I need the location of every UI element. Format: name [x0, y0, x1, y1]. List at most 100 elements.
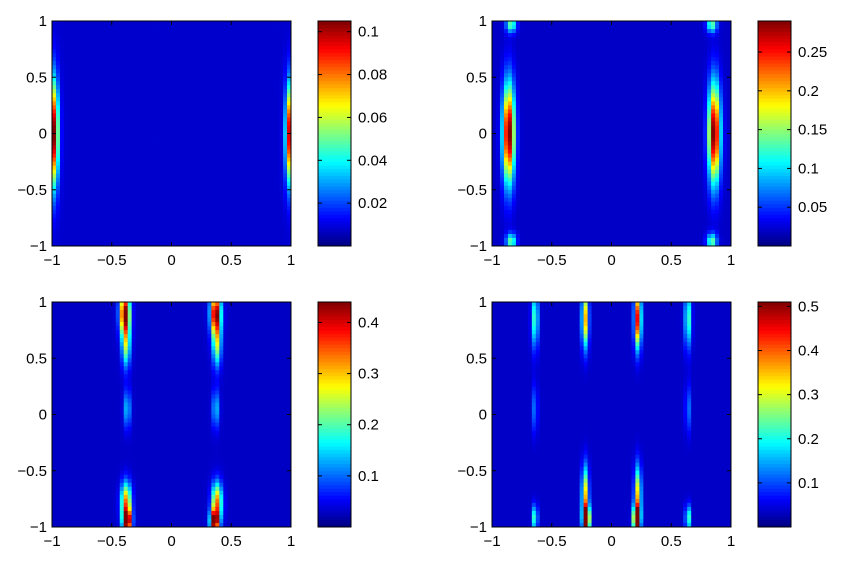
heatmap-cell — [279, 190, 283, 194]
heatmap-cell — [124, 158, 128, 162]
heatmap-cell — [136, 138, 140, 142]
heatmap-cell — [231, 45, 235, 49]
heatmap-cell — [615, 117, 619, 121]
heatmap-cell — [104, 121, 108, 125]
heatmap-cell — [279, 134, 283, 138]
heatmap-cell — [175, 190, 179, 194]
heatmap-cell — [556, 57, 560, 61]
heatmap-cell — [128, 134, 132, 138]
heatmap-cell — [604, 81, 608, 85]
heatmap-cell — [136, 158, 140, 162]
heatmap-cell — [183, 154, 187, 158]
heatmap-cell — [659, 105, 663, 109]
heatmap-cell — [612, 89, 616, 93]
heatmap-cell — [164, 89, 168, 93]
heatmap-cell — [580, 97, 584, 101]
heatmap-cell — [92, 230, 96, 234]
heatmap-cell — [247, 73, 251, 77]
heatmap-cell — [615, 109, 619, 113]
heatmap-cell — [580, 89, 584, 93]
colorbar-band — [318, 102, 351, 106]
heatmap-cell — [211, 158, 215, 162]
heatmap-cell — [643, 25, 647, 29]
heatmap-cell — [60, 81, 64, 85]
heatmap-cell — [235, 150, 239, 154]
heatmap-cell — [532, 57, 536, 61]
heatmap-cell — [80, 134, 84, 138]
heatmap-cell — [612, 97, 616, 101]
heatmap-cell — [255, 69, 259, 73]
heatmap-cell — [128, 142, 132, 146]
heatmap-cell — [219, 154, 223, 158]
heatmap-cell — [96, 65, 100, 69]
heatmap-cell — [235, 53, 239, 57]
heatmap-cell — [564, 101, 568, 105]
heatmap-cell — [88, 154, 92, 158]
heatmap-cell — [144, 105, 148, 109]
heatmap-cell — [140, 206, 144, 210]
heatmap-cell — [536, 53, 540, 57]
heatmap-cell — [251, 29, 255, 33]
heatmap-cell — [227, 238, 231, 242]
heatmap-cell — [60, 210, 64, 214]
heatmap-cell — [76, 25, 80, 29]
heatmap-cell — [512, 57, 516, 61]
heatmap-cell — [64, 125, 68, 129]
heatmap-cell — [56, 117, 60, 121]
heatmap-cell — [160, 170, 164, 174]
heatmap-cell — [723, 25, 727, 29]
heatmap-cell — [132, 154, 136, 158]
heatmap-cell — [536, 25, 540, 29]
heatmap-cell — [556, 85, 560, 89]
heatmap-cell — [584, 37, 588, 41]
heatmap-cell — [647, 85, 651, 89]
heatmap-cell — [647, 37, 651, 41]
heatmap-cell — [156, 222, 160, 226]
heatmap-cell — [203, 121, 207, 125]
heatmap-cell — [275, 206, 279, 210]
heatmap-cell — [84, 101, 88, 105]
heatmap-cell — [132, 138, 136, 142]
heatmap-cell — [275, 89, 279, 93]
heatmap-cell — [227, 25, 231, 29]
heatmap-cell — [172, 134, 176, 138]
heatmap-cell — [164, 129, 168, 133]
heatmap-cell — [524, 73, 528, 77]
heatmap-cell — [235, 25, 239, 29]
heatmap-cell — [64, 105, 68, 109]
heatmap-cell — [627, 105, 631, 109]
heatmap-cell — [96, 129, 100, 133]
heatmap-cell — [227, 154, 231, 158]
heatmap-cell — [120, 125, 124, 129]
heatmap-cell — [136, 33, 140, 37]
heatmap-cell — [247, 138, 251, 142]
heatmap-cell — [520, 25, 524, 29]
heatmap-cell — [715, 93, 719, 97]
heatmap-cell — [168, 178, 172, 182]
heatmap-cell — [271, 81, 275, 85]
heatmap-cell — [120, 150, 124, 154]
heatmap-cell — [663, 117, 667, 121]
heatmap-cell — [279, 210, 283, 214]
heatmap-cell — [96, 21, 100, 25]
heatmap-cell — [148, 73, 152, 77]
heatmap-cell — [136, 45, 140, 49]
heatmap-cell — [227, 41, 231, 45]
heatmap-cell — [552, 61, 556, 65]
heatmap-cell — [132, 162, 136, 166]
heatmap-cell — [164, 117, 168, 121]
heatmap-cell — [68, 101, 72, 105]
heatmap-cell — [544, 113, 548, 117]
heatmap-cell — [584, 73, 588, 77]
heatmap-cell — [671, 117, 675, 121]
heatmap-cell — [191, 101, 195, 105]
heatmap-cell — [144, 45, 148, 49]
heatmap-cell — [195, 29, 199, 33]
heatmap-cell — [584, 21, 588, 25]
heatmap-cell — [619, 45, 623, 49]
heatmap-cell — [580, 33, 584, 37]
heatmap-cell — [548, 89, 552, 93]
heatmap-cell — [80, 238, 84, 242]
heatmap-cell — [164, 125, 168, 129]
